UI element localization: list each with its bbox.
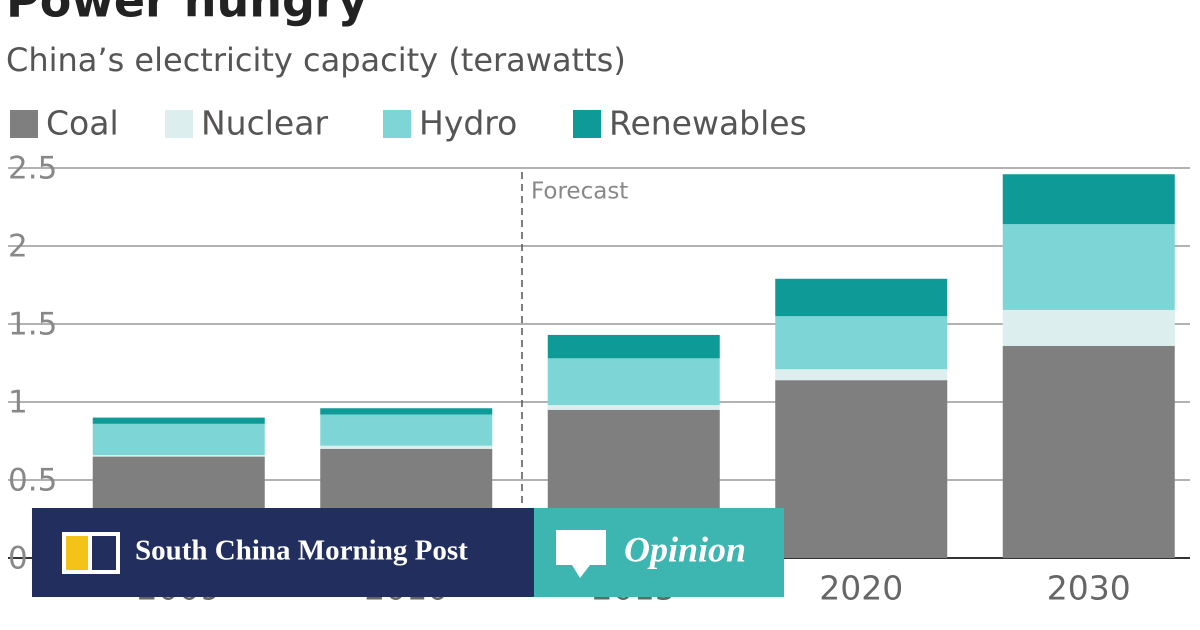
bar-segment xyxy=(547,334,720,359)
grid: 0 0.5 1 1.5 2 2.5 xyxy=(8,151,1190,577)
y-tick-label: 2.5 xyxy=(8,151,57,187)
legend-label: Nuclear xyxy=(201,104,328,143)
banner-tag: Opinion xyxy=(624,529,746,569)
legend: Coal Nuclear Hydro Renewables xyxy=(10,104,807,143)
bar-segment xyxy=(547,405,720,410)
logo-yellow xyxy=(66,536,88,570)
y-tick-label: 2 xyxy=(8,229,28,265)
legend-swatch xyxy=(383,110,411,138)
bar-segment xyxy=(1002,345,1175,558)
speech-icon xyxy=(556,530,606,578)
bar-segment xyxy=(320,414,493,446)
bar-segment xyxy=(775,380,948,558)
y-tick-label: 1 xyxy=(8,385,28,421)
bar-segment xyxy=(92,423,265,456)
bar-segment xyxy=(320,408,493,415)
bar-segment xyxy=(92,417,265,424)
logo-blue xyxy=(92,536,116,570)
bar-segment xyxy=(92,455,265,457)
legend-swatch xyxy=(165,110,193,138)
bars xyxy=(92,174,1175,558)
y-tick-label: 1.5 xyxy=(8,307,57,343)
bar-segment xyxy=(1002,174,1175,225)
chart-title: Power hungry xyxy=(6,0,368,28)
legend-label: Hydro xyxy=(419,104,517,143)
legend-swatch xyxy=(573,110,601,138)
bar-segment xyxy=(775,316,948,370)
x-tick-label: 2030 xyxy=(1047,569,1131,608)
bar-segment xyxy=(547,358,720,406)
bar-segment xyxy=(1002,224,1175,310)
legend-label: Coal xyxy=(46,104,119,143)
banner-brand: South China Morning Post xyxy=(135,535,468,567)
bar-segment xyxy=(1002,309,1175,346)
y-tick-label: 0.5 xyxy=(8,463,57,499)
forecast-label: Forecast xyxy=(531,179,628,205)
legend-label: Renewables xyxy=(609,104,807,143)
banner: South China Morning Post Opinion xyxy=(32,508,784,597)
y-tick-label: 0 xyxy=(8,541,28,577)
legend-swatch xyxy=(10,110,38,138)
bar-segment xyxy=(775,278,948,317)
bar-segment xyxy=(775,369,948,381)
bar-segment xyxy=(320,445,493,449)
chart-subtitle: China’s electricity capacity (terawatts) xyxy=(6,41,626,79)
x-tick-label: 2020 xyxy=(819,569,903,608)
